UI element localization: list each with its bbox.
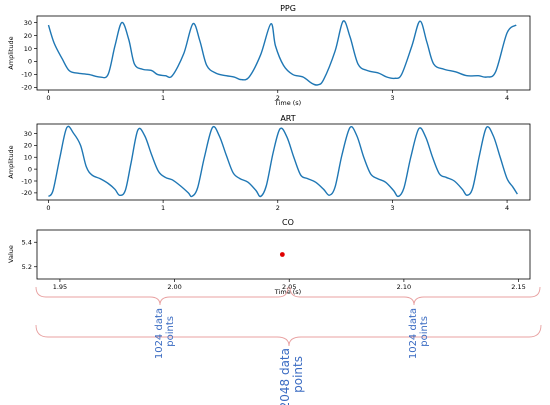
right-brace-label-line-1: 1024 data <box>408 308 419 359</box>
ppg-y-tick-label: -10 <box>21 71 32 79</box>
art-y-tick-label: 0 <box>28 165 32 173</box>
ppg-x-axis-title: Time (s) <box>274 99 301 107</box>
co-x-tick-label: 2.10 <box>397 283 411 291</box>
co-title: CO <box>282 218 294 227</box>
co-y-axis-title: Value <box>7 245 15 263</box>
bottom-brace-label-line-1: 2048 data <box>278 348 292 405</box>
art-y-ticks: -20 -10 0 10 20 30 <box>21 130 37 197</box>
ppg-x-tick-label: 0 <box>46 94 50 102</box>
bottom-brace-label: 2048 data points <box>278 348 305 405</box>
co-x-ticks: 1.95 2.00 2.05 2.10 2.15 <box>53 279 526 291</box>
art-y-tick-label: -10 <box>21 177 32 185</box>
ppg-y-tick-label: -20 <box>21 84 32 92</box>
right-brace-label: 1024 data points <box>408 308 430 359</box>
co-axes-frame <box>36 229 531 280</box>
right-brace-label-line-2: points <box>419 316 430 347</box>
art-x-ticks: 0 1 2 3 4 <box>46 200 509 212</box>
art-series-line <box>47 125 518 198</box>
co-y-ticks: 5.2 5.4 <box>22 239 37 271</box>
bottom-brace-label-line-2: points <box>291 356 305 393</box>
co-y-tick-label: 5.4 <box>22 239 32 247</box>
art-x-tick-label: 1 <box>161 204 165 212</box>
co-points <box>279 252 285 257</box>
ppg-x-tick-label: 4 <box>505 94 509 102</box>
art-x-tick-label: 2 <box>276 204 280 212</box>
ppg-y-tick-label: 10 <box>24 45 32 53</box>
co-y-tick-label: 5.2 <box>22 263 32 271</box>
co-x-tick-label: 1.95 <box>53 283 67 291</box>
art-y-tick-label: 20 <box>24 142 32 150</box>
ppg-y-ticks: -20 -10 0 10 20 30 <box>21 19 37 92</box>
co-x-tick-label: 2.05 <box>282 283 296 291</box>
bottom-brace <box>35 324 542 347</box>
left-brace-label: 1024 data points <box>154 308 176 359</box>
co-x-tick-label: 2.00 <box>167 283 181 291</box>
art-x-tick-label: 0 <box>46 204 50 212</box>
art-y-tick-label: -20 <box>21 189 32 197</box>
left-brace-label-line-1: 1024 data <box>154 308 165 359</box>
ppg-x-tick-label: 3 <box>390 94 394 102</box>
art-y-axis-title: Amplitude <box>7 145 15 178</box>
art-y-tick-label: 30 <box>24 130 32 138</box>
ppg-y-tick-label: 30 <box>24 19 32 27</box>
co-subplot: CO 5.25.4 1.95 2.00 2.05 2.10 2.15 Time (s) … <box>7 218 531 296</box>
annotation-braces: 1024 data points 1024 data points 2048 d… <box>35 286 542 405</box>
ppg-series-line <box>47 20 517 86</box>
ppg-x-tick-label: 1 <box>161 94 165 102</box>
left-brace <box>35 286 289 306</box>
right-brace <box>289 286 541 306</box>
art-x-tick-label: 3 <box>390 204 394 212</box>
ppg-y-tick-label: 0 <box>28 58 32 66</box>
co-data-point <box>279 252 285 257</box>
ppg-y-tick-label: 20 <box>24 32 32 40</box>
co-x-tick-label: 2.15 <box>511 283 525 291</box>
ppg-axes-frame <box>36 15 531 91</box>
ppg-y-axis-title: Amplitude <box>7 36 15 69</box>
art-y-tick-label: 10 <box>24 154 32 162</box>
ppg-x-ticks: 0 1 2 3 4 <box>46 90 509 102</box>
ppg-subplot: PPG -20 -10 0 10 20 30 0 1 2 3 4 Time (s) Amplitu… <box>7 4 531 107</box>
ppg-x-tick-label: 2 <box>276 94 280 102</box>
left-brace-label-line-2: points <box>165 316 176 347</box>
art-x-tick-label: 4 <box>505 204 509 212</box>
art-title: ART <box>280 114 295 123</box>
ppg-title: PPG <box>280 4 296 13</box>
art-axes-frame <box>36 123 531 201</box>
art-subplot: ART -20 -10 0 10 20 30 0 1 2 3 4 Amplitude <box>7 114 531 212</box>
